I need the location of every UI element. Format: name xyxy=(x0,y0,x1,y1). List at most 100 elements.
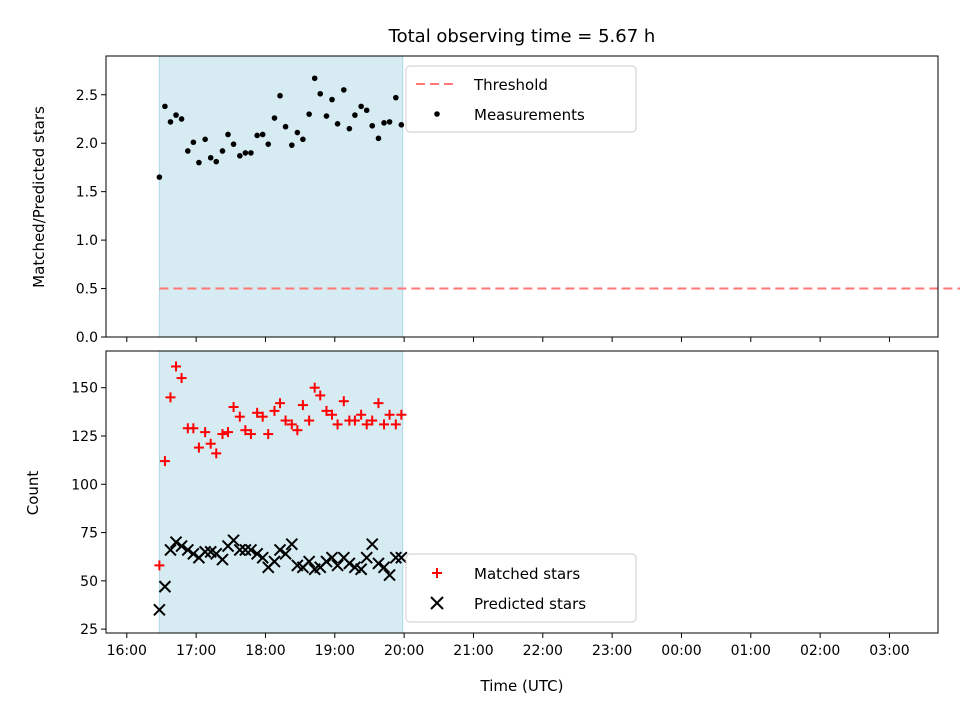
predicted-star-point xyxy=(268,555,281,568)
measurement-point xyxy=(363,107,370,114)
measurement-point xyxy=(393,94,399,101)
predicted-star-point xyxy=(256,551,269,564)
measurement-point xyxy=(185,148,191,154)
top-x-ticks xyxy=(126,337,890,342)
predicted-star-point xyxy=(227,534,240,547)
y-tick-label: 100 xyxy=(71,477,98,493)
predicted-star-point xyxy=(250,547,264,561)
matched-star-point xyxy=(228,402,239,413)
matched-star-point xyxy=(367,415,378,426)
measurement-point xyxy=(282,123,289,130)
predicted-star-point xyxy=(285,537,299,551)
measurement-point xyxy=(207,154,214,161)
measurement-point xyxy=(306,111,312,117)
matched-star-point xyxy=(165,392,176,403)
predicted-star-point xyxy=(343,557,356,570)
measurement-point xyxy=(398,121,405,128)
matched-star-point xyxy=(304,415,315,426)
y-tick-label: 50 xyxy=(80,574,98,590)
measurement-point xyxy=(225,131,231,138)
top-panel: 0.0 0.5 1.0 1.5 2.0 2.5 Matched/Predicted sta… xyxy=(30,55,960,346)
predicted-star-point xyxy=(395,551,408,564)
matched-star-point xyxy=(217,429,228,440)
y-tick-label: 75 xyxy=(80,526,98,542)
measurement-point xyxy=(341,87,347,93)
top-axes-frame xyxy=(105,55,939,338)
matched-star-point xyxy=(396,409,407,420)
y-tick-label: 2.0 xyxy=(76,136,98,152)
y-tick-label: 25 xyxy=(80,622,98,638)
legend-predicted-swatch xyxy=(430,596,444,610)
matched-star-point xyxy=(245,429,256,440)
measurement-point xyxy=(156,174,163,180)
legend-predicted-label: Predicted stars xyxy=(474,595,586,613)
matched-star-point xyxy=(338,396,349,407)
matched-star-point xyxy=(315,390,326,401)
measurement-point xyxy=(329,96,335,103)
predicted-star-point xyxy=(360,551,373,564)
matched-star-point xyxy=(171,361,182,372)
x-tick-label: 17:00 xyxy=(176,643,216,659)
matched-star-point xyxy=(200,427,211,438)
measurement-point xyxy=(317,90,324,97)
x-tick-label: 20:00 xyxy=(384,643,424,659)
predicted-star-point xyxy=(383,568,396,582)
measurement-point xyxy=(202,136,208,143)
predicted-star-point xyxy=(389,551,403,564)
measurement-point xyxy=(369,122,376,129)
x-tick-label: 18:00 xyxy=(245,643,285,659)
predicted-star-point xyxy=(233,543,247,557)
measurement-point xyxy=(346,125,353,132)
measurement-point xyxy=(213,158,220,165)
x-tick-label: 23:00 xyxy=(592,643,632,659)
legend-measurements-label: Measurements xyxy=(474,106,585,124)
matched-star-point xyxy=(240,425,251,436)
measurement-point xyxy=(352,112,358,118)
legend-threshold-label: Threshold xyxy=(473,76,548,94)
bottom-observing-windows xyxy=(158,350,404,634)
predicted-star-point xyxy=(354,563,368,576)
matched-star-point xyxy=(379,419,390,430)
measurement-point xyxy=(375,135,382,142)
measurement-point xyxy=(173,112,179,118)
matched-star-point xyxy=(356,409,367,420)
matched-star-point xyxy=(252,407,263,418)
legend-matched-swatch xyxy=(432,568,442,578)
matched-stars-points xyxy=(154,361,407,571)
measurement-point xyxy=(248,150,254,156)
predicted-star-point xyxy=(325,551,339,564)
bottom-x-ticks: 16:00 17:00 18:00 19:00 20:00 21:00 22:00 23:00… xyxy=(107,633,910,659)
measurement-point xyxy=(386,119,393,125)
x-tick-label: 03:00 xyxy=(869,643,909,659)
measurement-point xyxy=(294,129,301,136)
x-tick-label: 19:00 xyxy=(315,643,355,659)
predicted-star-point xyxy=(377,561,391,574)
matched-star-point xyxy=(211,448,222,459)
predicted-star-point xyxy=(169,536,183,549)
measurement-point xyxy=(167,119,174,125)
measurement-point xyxy=(289,142,295,148)
x-tick-label: 01:00 xyxy=(731,643,771,659)
matched-star-point xyxy=(384,409,395,420)
matched-star-point xyxy=(349,415,360,426)
x-tick-label: 02:00 xyxy=(800,643,840,659)
matched-star-point xyxy=(154,560,165,571)
matched-star-point xyxy=(390,419,401,430)
predicted-star-point xyxy=(372,557,385,570)
bottom-y-ticks: 25 50 75 100 125 150 xyxy=(71,381,106,638)
predicted-star-point xyxy=(158,580,172,593)
measurement-point xyxy=(178,116,185,122)
x-axis-label: Time (UTC) xyxy=(480,677,564,695)
predicted-star-point xyxy=(216,553,229,566)
x-tick-label: 21:00 xyxy=(453,643,493,659)
matched-star-point xyxy=(292,425,303,436)
predicted-star-point xyxy=(153,603,166,617)
measurement-point xyxy=(265,141,272,147)
measurement-point xyxy=(219,148,226,154)
matched-star-point xyxy=(275,398,286,409)
top-observing-windows xyxy=(158,55,404,338)
predicted-star-point xyxy=(181,543,195,557)
predicted-stars-points xyxy=(153,534,408,617)
measurement-points xyxy=(156,75,405,180)
